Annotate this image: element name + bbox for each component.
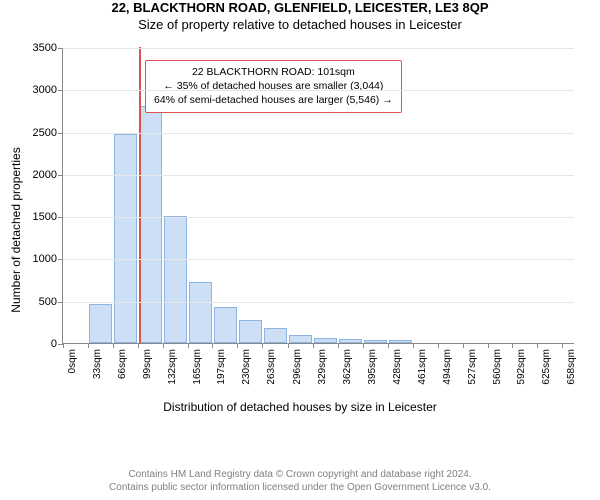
callout-line-3: 64% of semi-detached houses are larger (… — [154, 93, 393, 107]
attribution: Contains HM Land Registry data © Crown c… — [0, 468, 600, 494]
attribution-line-2: Contains public sector information licen… — [0, 481, 600, 494]
x-tick-mark — [262, 343, 263, 348]
grid-line — [63, 175, 574, 176]
x-tick-label: 296sqm — [292, 349, 303, 385]
x-tick-mark — [212, 343, 213, 348]
y-tick-label: 3000 — [33, 84, 63, 96]
x-tick-mark — [288, 343, 289, 348]
x-tick-label: 197sqm — [216, 349, 227, 385]
x-axis-label: Distribution of detached houses by size … — [0, 400, 600, 414]
plot-area: 22 BLACKTHORN ROAD: 101sqm ← 35% of deta… — [62, 48, 574, 344]
histogram-bar — [89, 304, 112, 343]
x-tick-mark — [88, 343, 89, 348]
x-tick-mark — [537, 343, 538, 348]
x-tick-mark — [413, 343, 414, 348]
x-tick-mark — [138, 343, 139, 348]
x-tick-label: 428sqm — [392, 349, 403, 385]
histogram-bar — [164, 216, 187, 343]
x-tick-mark — [338, 343, 339, 348]
x-tick-label: 33sqm — [92, 349, 103, 379]
y-tick-label: 3500 — [33, 42, 63, 54]
chart-container: Number of detached properties 22 BLACKTH… — [0, 40, 600, 420]
x-tick-mark — [113, 343, 114, 348]
page-title: 22, BLACKTHORN ROAD, GLENFIELD, LEICESTE… — [0, 0, 600, 15]
grid-line — [63, 48, 574, 49]
histogram-bar — [364, 340, 387, 343]
y-tick-label: 1500 — [33, 211, 63, 223]
y-tick-label: 0 — [51, 338, 63, 350]
property-callout: 22 BLACKTHORN ROAD: 101sqm ← 35% of deta… — [145, 60, 402, 113]
grid-line — [63, 259, 574, 260]
x-tick-label: 395sqm — [367, 349, 378, 385]
x-tick-mark — [313, 343, 314, 348]
grid-line — [63, 217, 574, 218]
x-tick-label: 66sqm — [117, 349, 128, 379]
x-tick-label: 132sqm — [167, 349, 178, 385]
histogram-bar — [239, 320, 262, 343]
x-tick-label: 560sqm — [492, 349, 503, 385]
x-tick-label: 625sqm — [541, 349, 552, 385]
y-tick-label: 500 — [39, 296, 63, 308]
histogram-bar — [139, 106, 162, 343]
histogram-bar — [314, 338, 337, 343]
x-tick-mark — [63, 343, 64, 348]
histogram-bar — [214, 307, 237, 343]
callout-line-1: 22 BLACKTHORN ROAD: 101sqm — [154, 65, 393, 79]
x-tick-mark — [163, 343, 164, 348]
x-tick-mark — [363, 343, 364, 348]
x-tick-label: 230sqm — [241, 349, 252, 385]
histogram-bar — [389, 340, 412, 343]
histogram-bar — [289, 335, 312, 343]
histogram-bar — [189, 282, 212, 343]
y-tick-label: 2500 — [33, 127, 63, 139]
x-tick-mark — [188, 343, 189, 348]
grid-line — [63, 133, 574, 134]
grid-line — [63, 302, 574, 303]
y-tick-label: 2000 — [33, 169, 63, 181]
x-tick-mark — [512, 343, 513, 348]
x-tick-mark — [463, 343, 464, 348]
x-tick-label: 0sqm — [67, 349, 78, 373]
x-tick-label: 658sqm — [566, 349, 577, 385]
x-tick-label: 527sqm — [467, 349, 478, 385]
x-tick-label: 494sqm — [442, 349, 453, 385]
x-tick-label: 263sqm — [266, 349, 277, 385]
x-tick-label: 592sqm — [516, 349, 527, 385]
x-tick-mark — [488, 343, 489, 348]
page-subtitle: Size of property relative to detached ho… — [0, 17, 600, 32]
x-tick-mark — [237, 343, 238, 348]
x-tick-mark — [388, 343, 389, 348]
x-tick-label: 99sqm — [142, 349, 153, 379]
y-tick-label: 1000 — [33, 253, 63, 265]
attribution-line-1: Contains HM Land Registry data © Crown c… — [0, 468, 600, 481]
x-tick-label: 461sqm — [417, 349, 428, 385]
grid-line — [63, 90, 574, 91]
x-tick-label: 362sqm — [342, 349, 353, 385]
histogram-bar — [114, 134, 137, 343]
x-tick-label: 165sqm — [192, 349, 203, 385]
histogram-bar — [339, 339, 362, 343]
x-tick-mark — [438, 343, 439, 348]
x-tick-mark — [562, 343, 563, 348]
y-axis-label: Number of detached properties — [9, 147, 23, 312]
property-marker-line — [139, 47, 141, 343]
histogram-bar — [264, 328, 287, 343]
x-tick-label: 329sqm — [317, 349, 328, 385]
